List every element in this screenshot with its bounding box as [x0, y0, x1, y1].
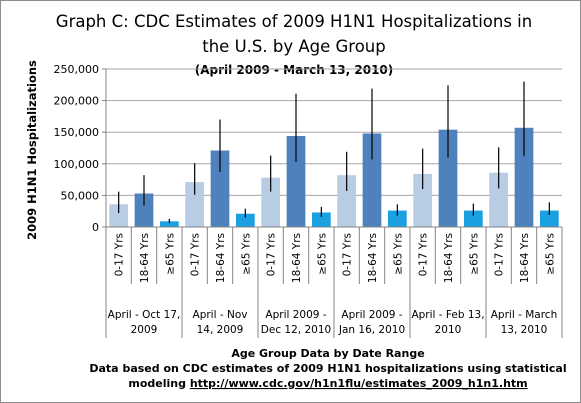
group-label: Jan 16, 2010 — [338, 324, 405, 336]
group-labels: April - Oct 17, 2009 April - Nov 14, 2009 Ap… — [108, 309, 558, 336]
category-label: ≥65 Yrs — [544, 233, 556, 275]
bar — [489, 172, 509, 227]
group-label: 2010 — [435, 324, 462, 336]
axes — [105, 69, 563, 338]
bar — [438, 129, 458, 227]
category-label: 18-64 Yrs — [443, 233, 455, 283]
y-tick-label: 200,000 — [54, 95, 100, 108]
category-label: 18-64 Yrs — [291, 233, 303, 283]
bar — [109, 204, 129, 227]
gridlines — [106, 68, 562, 196]
category-label: ≥65 Yrs — [164, 233, 176, 275]
bar — [413, 173, 433, 227]
data-source-link-line: modeling http://www.cdc.gov/h1n1flu/esti… — [128, 377, 527, 390]
category-label: 18-64 Yrs — [215, 233, 227, 283]
y-tick-label: 150,000 — [54, 126, 100, 139]
category-label: 0-17 Yrs — [266, 233, 278, 276]
group-label: April - Feb 13, — [411, 309, 484, 321]
category-label: ≥65 Yrs — [240, 233, 252, 275]
bar — [261, 177, 281, 227]
y-axis-ticks: 0 50,000 100,000 150,000 200,000 250,000 — [54, 63, 106, 234]
bar — [311, 212, 331, 227]
category-labels: 0-17 Yrs 18-64 Yrs ≥65 Yrs 0-17 Yrs 18-64 Yr… — [114, 233, 557, 283]
category-label: 0-17 Yrs — [418, 233, 430, 276]
y-tick-label: 50,000 — [61, 189, 100, 202]
group-label: April - March — [491, 309, 557, 321]
x-axis-label: Age Group Data by Date Range — [231, 347, 424, 360]
bar — [235, 213, 255, 227]
group-label: 14, 2009 — [197, 324, 244, 336]
category-label: ≥65 Yrs — [392, 233, 404, 275]
y-tick-label: 100,000 — [54, 158, 100, 171]
category-label: 18-64 Yrs — [367, 233, 379, 283]
bar — [387, 210, 407, 227]
data-source-prefix: modeling — [128, 377, 189, 390]
group-label: April - Oct 17, — [108, 309, 181, 321]
chart-title-line-1: Graph C: CDC Estimates of 2009 H1N1 Hosp… — [56, 12, 532, 31]
bar — [159, 221, 179, 227]
bar — [286, 135, 306, 227]
chart-title-line-2: the U.S. by Age Group — [202, 37, 385, 56]
category-label: 0-17 Yrs — [494, 233, 506, 276]
category-label: 18-64 Yrs — [519, 233, 531, 283]
bar — [362, 133, 382, 227]
category-label: 0-17 Yrs — [114, 233, 126, 276]
group-label: April 2009 - — [265, 309, 326, 321]
bar — [337, 175, 357, 227]
bar — [134, 193, 154, 227]
bar — [539, 210, 559, 227]
group-label: 13, 2010 — [501, 324, 548, 336]
data-source-note: Data based on CDC estimates of 2009 H1N1… — [89, 362, 566, 375]
error-bars — [118, 81, 550, 224]
bar — [463, 210, 483, 227]
category-label: ≥65 Yrs — [468, 233, 480, 275]
category-label: 0-17 Yrs — [342, 233, 354, 276]
data-source-link[interactable]: http://www.cdc.gov/h1n1flu/estimates_200… — [190, 377, 528, 390]
bars — [109, 127, 559, 227]
bar — [514, 127, 534, 227]
bar — [210, 150, 230, 227]
group-label: Dec 12, 2010 — [261, 324, 331, 336]
category-label: 0-17 Yrs — [190, 233, 202, 276]
y-axis-label: 2009 H1N1 Hospitalizations — [25, 60, 39, 240]
bar — [185, 182, 205, 227]
chart-subtitle: (April 2009 - March 13, 2010) — [195, 63, 394, 77]
y-tick-label: 0 — [92, 221, 99, 234]
chart-title: Graph C: CDC Estimates of 2009 H1N1 Hosp… — [56, 12, 532, 56]
category-label: ≥65 Yrs — [316, 233, 328, 275]
group-label: April - Nov — [193, 309, 248, 321]
y-tick-label: 250,000 — [54, 63, 100, 76]
category-label: 18-64 Yrs — [139, 233, 151, 283]
group-label: 2009 — [131, 324, 158, 336]
group-label: April 2009 - — [341, 309, 402, 321]
